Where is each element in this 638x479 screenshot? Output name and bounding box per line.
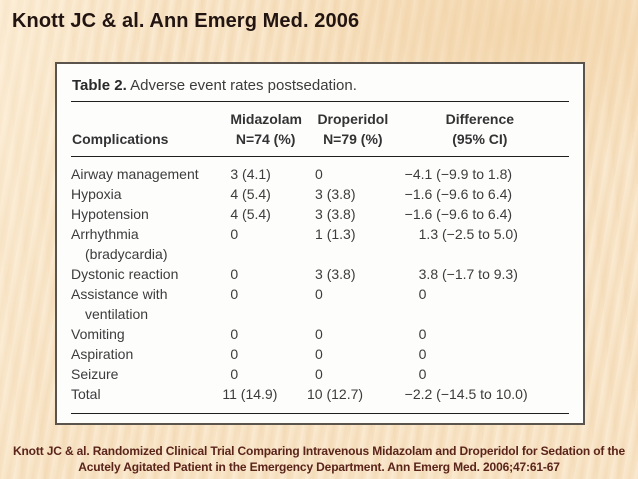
header-spacer bbox=[71, 102, 230, 129]
midazolam-cell: 0 bbox=[230, 366, 239, 382]
table-row: Seizure 0 0 0 bbox=[71, 364, 569, 384]
table-caption: Table 2. Adverse event rates postsedatio… bbox=[71, 75, 569, 102]
table-row: Aspiration 0 0 0 bbox=[71, 344, 569, 364]
complication-cell: Dystonic reaction bbox=[71, 264, 230, 284]
table-row-total: Total 11 (14.9) 10 (12.7) −2.2 (−14.5 to… bbox=[71, 384, 569, 414]
table-row: Hypotension 4 (5.4) 3 (3.8) −1.6 (−9.6 t… bbox=[71, 204, 569, 224]
midazolam-cell: 0 bbox=[230, 266, 239, 282]
complication-label-line2: ventilation bbox=[85, 306, 149, 322]
midazolam-cell: 0 bbox=[230, 226, 239, 242]
table-row: Dystonic reaction 0 3 (3.8) 3.8 (−1.7 to… bbox=[71, 264, 569, 284]
col-header-droperidol: Droperidol bbox=[317, 111, 389, 127]
difference-cell: −1.6 (−9.6 to 6.4) bbox=[404, 206, 513, 222]
table-caption-text: Adverse event rates postsedation. bbox=[130, 77, 357, 94]
col-header-complications: Complications bbox=[71, 129, 231, 157]
droperidol-cell: 0 bbox=[315, 326, 323, 342]
complication-label: Airway management bbox=[71, 166, 199, 182]
midazolam-cell: 11 (14.9) bbox=[222, 384, 316, 414]
complication-label-line2: (bradycardia) bbox=[85, 246, 168, 262]
col-header-difference: Difference bbox=[445, 111, 515, 127]
adverse-events-table: Midazolam Droperidol Difference Complica… bbox=[71, 102, 569, 414]
complication-label: Vomiting bbox=[71, 326, 125, 342]
difference-cell: 0 bbox=[418, 366, 427, 382]
header-row-1: Midazolam Droperidol Difference bbox=[71, 102, 569, 129]
reference-table-panel: Table 2. Adverse event rates postsedatio… bbox=[55, 62, 585, 425]
difference-cell: 0 bbox=[418, 346, 427, 362]
table-row: Arrhythmia (bradycardia) 0 1 (1.3) 1.3 (… bbox=[71, 224, 569, 264]
droperidol-cell: 3 (3.8) bbox=[315, 206, 356, 222]
difference-cell: 3.8 (−1.7 to 9.3) bbox=[418, 266, 518, 282]
midazolam-cell: 4 (5.4) bbox=[230, 186, 271, 202]
midazolam-cell: 0 bbox=[230, 326, 239, 342]
complication-label: Total bbox=[71, 386, 101, 402]
complication-cell: Assistance with ventilation bbox=[71, 284, 230, 324]
droperidol-cell: 0 bbox=[315, 166, 323, 182]
complication-label: Dystonic reaction bbox=[71, 266, 179, 282]
complication-label: Arrhythmia bbox=[71, 226, 139, 242]
midazolam-cell: 3 (4.1) bbox=[230, 166, 271, 182]
midazolam-cell: 0 bbox=[230, 286, 239, 302]
complication-label: Hypotension bbox=[71, 206, 149, 222]
table-row: Hypoxia 4 (5.4) 3 (3.8) −1.6 (−9.6 to 6.… bbox=[71, 184, 569, 204]
midazolam-cell: 4 (5.4) bbox=[230, 206, 271, 222]
complication-label: Aspiration bbox=[71, 346, 134, 362]
slide-title: Knott JC & al. Ann Emerg Med. 2006 bbox=[12, 10, 360, 32]
droperidol-cell: 3 (3.8) bbox=[315, 186, 356, 202]
col-header-midazolam: Midazolam bbox=[230, 111, 302, 127]
table-row: Vomiting 0 0 0 bbox=[71, 324, 569, 344]
droperidol-cell: 0 bbox=[315, 286, 323, 302]
complication-label: Assistance with bbox=[71, 286, 168, 302]
droperidol-cell: 3 (3.8) bbox=[315, 266, 356, 282]
col-header-ci: (95% CI) bbox=[404, 129, 569, 157]
midazolam-cell: 0 bbox=[230, 346, 239, 362]
difference-cell: −4.1 (−9.9 to 1.8) bbox=[404, 166, 513, 182]
difference-cell: 1.3 (−2.5 to 5.0) bbox=[418, 226, 518, 242]
col-header-midazolam-n: N=74 (%) bbox=[230, 129, 316, 157]
complication-cell: Hypoxia bbox=[71, 184, 230, 204]
droperidol-cell: 0 bbox=[315, 346, 323, 362]
table-row: Airway management 3 (4.1) 0 −4.1 (−9.9 t… bbox=[71, 157, 569, 185]
droperidol-cell: 1 (1.3) bbox=[315, 226, 356, 242]
complication-cell: Vomiting bbox=[71, 324, 230, 344]
difference-cell: −2.2 (−14.5 to 10.0) bbox=[404, 384, 569, 414]
difference-cell: 0 bbox=[418, 326, 427, 342]
header-row-2: Complications N=74 (%) N=79 (%) (95% CI) bbox=[71, 129, 569, 157]
complication-cell: Hypotension bbox=[71, 204, 230, 224]
complication-label: Hypoxia bbox=[71, 186, 122, 202]
difference-cell: −1.6 (−9.6 to 6.4) bbox=[404, 186, 513, 202]
table-body: Airway management 3 (4.1) 0 −4.1 (−9.9 t… bbox=[71, 157, 569, 414]
complication-cell: Arrhythmia (bradycardia) bbox=[71, 224, 230, 264]
difference-cell: 0 bbox=[418, 286, 427, 302]
complication-cell: Aspiration bbox=[71, 344, 230, 364]
complication-cell: Total bbox=[71, 384, 231, 414]
table-header: Midazolam Droperidol Difference Complica… bbox=[71, 102, 569, 157]
complication-label: Seizure bbox=[71, 366, 119, 382]
droperidol-cell: 0 bbox=[315, 366, 323, 382]
slide-citation: Knott JC & al. Randomized Clinical Trial… bbox=[12, 444, 625, 474]
table-row: Assistance with ventilation 0 0 0 bbox=[71, 284, 569, 324]
complication-cell: Airway management bbox=[71, 157, 230, 185]
table-caption-number: Table 2. bbox=[72, 77, 127, 94]
complication-cell: Seizure bbox=[71, 364, 230, 384]
droperidol-cell: 10 (12.7) bbox=[307, 384, 405, 414]
col-header-droperidol-n: N=79 (%) bbox=[315, 129, 405, 157]
